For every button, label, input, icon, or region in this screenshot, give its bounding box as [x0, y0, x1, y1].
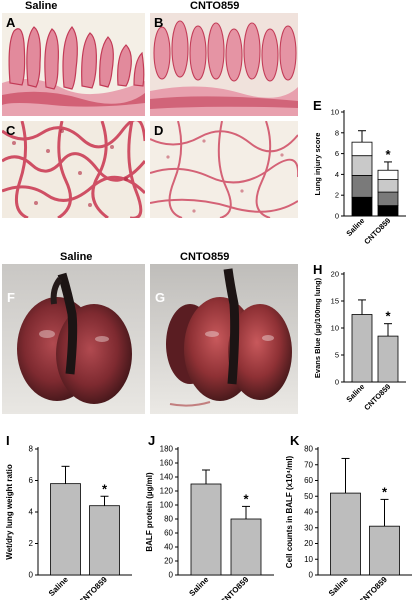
y-tick-label: 50 — [304, 492, 313, 501]
y-tick-label: 6 — [335, 149, 339, 158]
y-tick-label: 5 — [335, 351, 339, 360]
y-tick-label: 30 — [304, 523, 313, 532]
lung-photo-f — [2, 264, 145, 414]
y-tick-label: 60 — [164, 529, 173, 538]
chart-h-evans-blue: 0 5 10 15 20 Evans Blue (µg/100mg lung) Saline… — [313, 270, 406, 412]
panel-label-j: J — [148, 433, 156, 448]
panel-label-k: K — [290, 433, 300, 448]
histology-image-a — [2, 13, 145, 116]
y-tick-label: 120 — [160, 487, 174, 496]
y-tick-label: 180 — [160, 445, 174, 454]
y-tick-label: 0 — [309, 571, 314, 580]
y-axis-label: Evans Blue (µg/100mg lung) — [313, 277, 322, 378]
bar — [330, 492, 361, 576]
chart-j-balf-protein: 0 20 40 60 80 100 120 140 160 180 BALF protein (µg… — [145, 445, 274, 600]
category-label: Saline — [327, 575, 350, 598]
bar-segment — [377, 179, 399, 193]
header-cnto859: CNTO859 — [190, 0, 240, 12]
significance-star: * — [385, 147, 391, 162]
y-tick-label: 40 — [304, 508, 313, 517]
chart-e-lung-injury-score: 0 2 4 6 8 10 Lung injury score Saline * CNTO859 — [313, 108, 406, 246]
bar — [190, 483, 222, 576]
y-tick-label: 20 — [331, 270, 339, 279]
category-label: CNTO859 — [362, 382, 392, 412]
bar-segment — [351, 141, 373, 157]
bar-segment — [377, 169, 399, 180]
y-axis-label: BALF protein (µg/ml) — [145, 472, 154, 552]
histology-image-d — [150, 121, 298, 218]
y-tick-label: 4 — [335, 170, 339, 179]
y-tick-label: 40 — [164, 543, 173, 552]
histology-image-b — [150, 13, 298, 116]
y-tick-label: 0 — [335, 212, 339, 221]
panel-label-e: E — [313, 98, 322, 113]
y-axis-label: Wet/dry lung weight ratio — [5, 464, 14, 560]
header-photo-cnto859: CNTO859 — [180, 251, 230, 263]
histology-image-c — [2, 121, 145, 218]
y-tick-label: 60 — [304, 476, 313, 485]
category-label: CNTO859 — [362, 216, 392, 246]
bar-segment — [351, 155, 373, 176]
bar-segment — [377, 205, 399, 217]
panel-label-d: D — [154, 123, 164, 138]
y-tick-label: 70 — [304, 460, 313, 469]
bar-segment — [351, 196, 373, 217]
significance-star: * — [385, 309, 391, 324]
category-label: Saline — [187, 575, 210, 598]
y-axis-label: Cell counts in BALF (x10⁴/ml) — [285, 455, 294, 568]
chart-i-wet-dry-ratio: 0 2 4 6 8 Wet/dry lung weight ratio Saline * CNT… — [5, 445, 132, 600]
significance-star: * — [102, 481, 108, 496]
y-tick-label: 10 — [331, 324, 339, 333]
bar — [230, 518, 262, 576]
panel-label-b: B — [154, 15, 164, 30]
y-tick-label: 10 — [331, 108, 339, 117]
y-tick-label: 20 — [304, 539, 313, 548]
y-tick-label: 8 — [335, 128, 339, 137]
bar — [50, 483, 81, 576]
header-photo-saline: Saline — [60, 251, 93, 263]
y-tick-label: 80 — [304, 445, 313, 454]
y-tick-label: 6 — [29, 476, 34, 485]
y-tick-label: 0 — [169, 571, 174, 580]
panel-label-a: A — [6, 15, 16, 30]
bar — [369, 525, 400, 576]
bar — [351, 314, 373, 383]
category-label: CNTO859 — [219, 575, 251, 600]
significance-star: * — [243, 491, 249, 506]
category-label: Saline — [344, 382, 366, 404]
y-tick-label: 80 — [164, 515, 173, 524]
bar-segment — [377, 191, 399, 207]
y-tick-label: 0 — [29, 571, 34, 580]
panel-label-i: I — [6, 433, 10, 448]
bar-segment — [351, 175, 373, 198]
y-axis-label: Lung injury score — [313, 133, 322, 196]
category-label: Saline — [47, 575, 70, 598]
panel-label-g: G — [155, 290, 166, 305]
y-tick-label: 4 — [29, 508, 34, 517]
bar — [377, 335, 399, 383]
y-tick-label: 10 — [304, 555, 313, 564]
panel-label-c: C — [6, 123, 16, 138]
chart-k-cell-counts: 0 10 20 30 40 50 60 70 80 Cell counts in BALF (x1… — [285, 445, 412, 600]
significance-star: * — [382, 484, 388, 499]
y-tick-label: 8 — [29, 445, 34, 454]
y-tick-label: 20 — [164, 557, 173, 566]
y-tick-label: 0 — [335, 378, 339, 387]
y-tick-label: 2 — [335, 191, 339, 200]
y-tick-label: 160 — [160, 459, 174, 468]
category-label: CNTO859 — [77, 575, 109, 600]
y-tick-label: 2 — [29, 539, 34, 548]
panel-label-h: H — [313, 262, 323, 277]
lung-photo-g — [150, 264, 298, 414]
panel-label-f: F — [7, 290, 15, 305]
y-tick-label: 15 — [331, 297, 339, 306]
y-tick-label: 140 — [160, 473, 174, 482]
bar — [89, 505, 120, 576]
header-saline: Saline — [25, 0, 58, 12]
y-tick-label: 100 — [160, 501, 174, 510]
category-label: CNTO859 — [357, 575, 389, 600]
category-label: Saline — [344, 216, 366, 238]
